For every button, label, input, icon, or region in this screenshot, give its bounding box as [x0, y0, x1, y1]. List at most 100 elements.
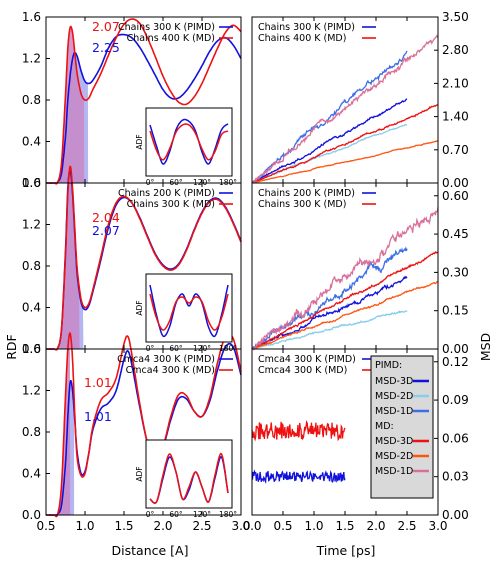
rdf-bottom-peak-fill [53, 333, 71, 517]
msd-middle-ytick-label: 0.00 [442, 342, 469, 356]
msd-middle-ytick-label: 0.45 [442, 227, 469, 241]
rdf-top-inset-ylabel: ADF [135, 134, 144, 149]
rdf-middle-inset-xtick-label: 180° [219, 344, 237, 353]
msd-top-ytick-label: 0.70 [442, 143, 469, 157]
msd-top-ytick-label: 2.10 [442, 76, 469, 90]
rdf-top-ytick-label: 0.4 [22, 135, 41, 149]
rdf-axis-label: RDF [4, 334, 19, 360]
rdf-top-inset-xtick-label: 180° [219, 178, 237, 187]
rdf-bottom-xtick-label: 1.0 [75, 519, 94, 533]
rdf-bottom-inset-xtick-label: 0° [146, 510, 155, 519]
msd-middle-ytick-label: 0.60 [442, 189, 469, 203]
msd-key-entry-label: MSD-2D [375, 391, 413, 402]
rdf-top-legend-label: Chains 400 K (MD) [127, 33, 215, 44]
msd-top-ytick-label: 1.40 [442, 110, 469, 124]
series-layer [46, 18, 439, 518]
msd-top-series [251, 123, 408, 184]
msd-bottom-xtick-label: 3.0 [428, 519, 447, 533]
rdf-bottom-inset-ylabel: ADF [135, 466, 144, 481]
rdf-middle-inset-series [149, 284, 229, 338]
rdf-bottom-ytick-label: 0.8 [22, 425, 41, 439]
rdf-middle-ytick-label: 0.4 [22, 301, 41, 315]
rdf-bottom-inset-xtick-label: 120° [193, 510, 211, 519]
rdf-middle-inset-ylabel: ADF [135, 300, 144, 315]
msd-middle-series [251, 246, 408, 351]
rdf-bottom-xtick-label: 2.0 [153, 519, 172, 533]
fill-layer [53, 26, 89, 517]
rdf-top-series-md [46, 18, 242, 185]
rdf-bottom-inset-xtick-label: 180° [219, 510, 237, 519]
msd-key-box [370, 355, 434, 499]
msd-bottom-xtick-label: 2.0 [366, 519, 385, 533]
msd-bottom-ytick-label: 0.00 [442, 508, 469, 522]
msd-middle-legend-label: Chains 200 K (PIMD) [258, 188, 355, 199]
rdf-bottom-ytick-label: 0.4 [22, 467, 41, 481]
rdf-top-inset-series [149, 123, 229, 161]
msd-bottom-ytick-label: 0.12 [442, 355, 469, 369]
msd-bottom-series [251, 469, 346, 484]
rdf-middle-legend-label: Chains 300 K (MD) [127, 199, 215, 210]
msd-top-series [251, 34, 439, 184]
rdf-middle-annotation: 2.04 [92, 210, 120, 225]
rdf-bottom-xtick-label: 3.0 [231, 519, 250, 533]
msd-bottom-xtick-label: 0.0 [242, 519, 261, 533]
rdf-top-inset-xtick-label: 60° [169, 178, 183, 187]
rdf-middle-inset-xtick-label: 120° [193, 344, 211, 353]
rdf-middle-annotation: 2.07 [92, 223, 120, 238]
rdf-bottom-ytick-label: 1.2 [22, 384, 41, 398]
msd-middle-series [251, 310, 408, 350]
msd-key-entry-label: MSD-1D [375, 406, 413, 417]
msd-middle-ytick-label: 0.30 [442, 265, 469, 279]
rdf-bottom-ytick-label: 0.0 [22, 508, 41, 522]
msd-top-legend-label: Chains 400 K (MD) [258, 33, 346, 44]
msd-key-entry-label: MSD-3D [375, 376, 413, 387]
frame-layer [45, 16, 439, 516]
msd-middle-series [252, 275, 408, 350]
rdf-top-ytick-label: 1.6 [22, 10, 41, 24]
msd-middle-ytick-label: 0.15 [442, 304, 469, 318]
rdf-bottom-legend-label: Cmca4 300 K (MD) [126, 365, 215, 376]
rdf-bottom-xtick-label: 2.5 [192, 519, 211, 533]
msd-key-entry-label: MSD-1D [375, 466, 413, 477]
msd-key-pimd-header: PIMD: [375, 360, 402, 371]
msd-bottom-ytick-label: 0.03 [442, 470, 469, 484]
rdf-top-inset-xtick-label: 120° [193, 178, 211, 187]
rdf-bottom-inset-frame [145, 439, 233, 509]
rdf-middle-ytick-label: 1.6 [22, 176, 41, 190]
rdf-middle-ytick-label: 0.8 [22, 259, 41, 273]
rdf-middle-inset-xtick-label: 0° [146, 344, 155, 353]
msd-top-ytick-label: 2.80 [442, 43, 469, 57]
rdf-top-inset-xtick-label: 0° [146, 178, 155, 187]
msd-bottom-ytick-label: 0.06 [442, 431, 469, 445]
msd-bottom-ytick-label: 0.09 [442, 393, 469, 407]
rdf-top-ytick-label: 0.0 [22, 176, 41, 190]
rdf-middle-inset-series [149, 293, 229, 331]
msd-bottom-xtick-label: 1.0 [304, 519, 323, 533]
msd-bottom-xtick-label: 1.5 [335, 519, 354, 533]
msd-bottom-series [251, 420, 346, 442]
msd-bottom-legend-label: Cmca4 300 K (MD) [258, 365, 347, 376]
msd-top-series [251, 104, 439, 184]
rdf-top-ytick-label: 0.8 [22, 93, 41, 107]
msd-top-series [251, 98, 408, 184]
msd-middle-series [252, 250, 439, 350]
msd-bottom-legend-label: Cmca4 300 K (PIMD) [258, 354, 356, 365]
rdf-bottom-inset-series [149, 452, 229, 505]
rdf-top-annotation: 2.25 [92, 40, 120, 55]
msd-middle-legend-label: Chains 300 K (MD) [258, 199, 346, 210]
msd-top-series [251, 50, 408, 184]
msd-bottom-xtick-label: 2.5 [397, 519, 416, 533]
msd-bottom-xtick-label: 0.5 [273, 519, 292, 533]
rdf-top-legend-label: Chains 300 K (PIMD) [118, 22, 215, 33]
time-axis-label: Time [ps] [316, 543, 376, 558]
msd-axis-label: MSD [478, 333, 493, 361]
rdf-top-annotation: 2.07 [92, 19, 120, 34]
rdf-middle-inset-xtick-label: 60° [169, 344, 183, 353]
rdf-top-peak-fill [53, 26, 85, 184]
rdf-top-series-pimd [46, 33, 242, 184]
msd-middle-series [251, 207, 439, 350]
rdf-middle-inset-frame [145, 273, 233, 343]
rdf-bottom-inset-xtick-label: 60° [169, 510, 183, 519]
rdf-bottom-legend-label: Cmca4 300 K (PIMD) [117, 354, 215, 365]
